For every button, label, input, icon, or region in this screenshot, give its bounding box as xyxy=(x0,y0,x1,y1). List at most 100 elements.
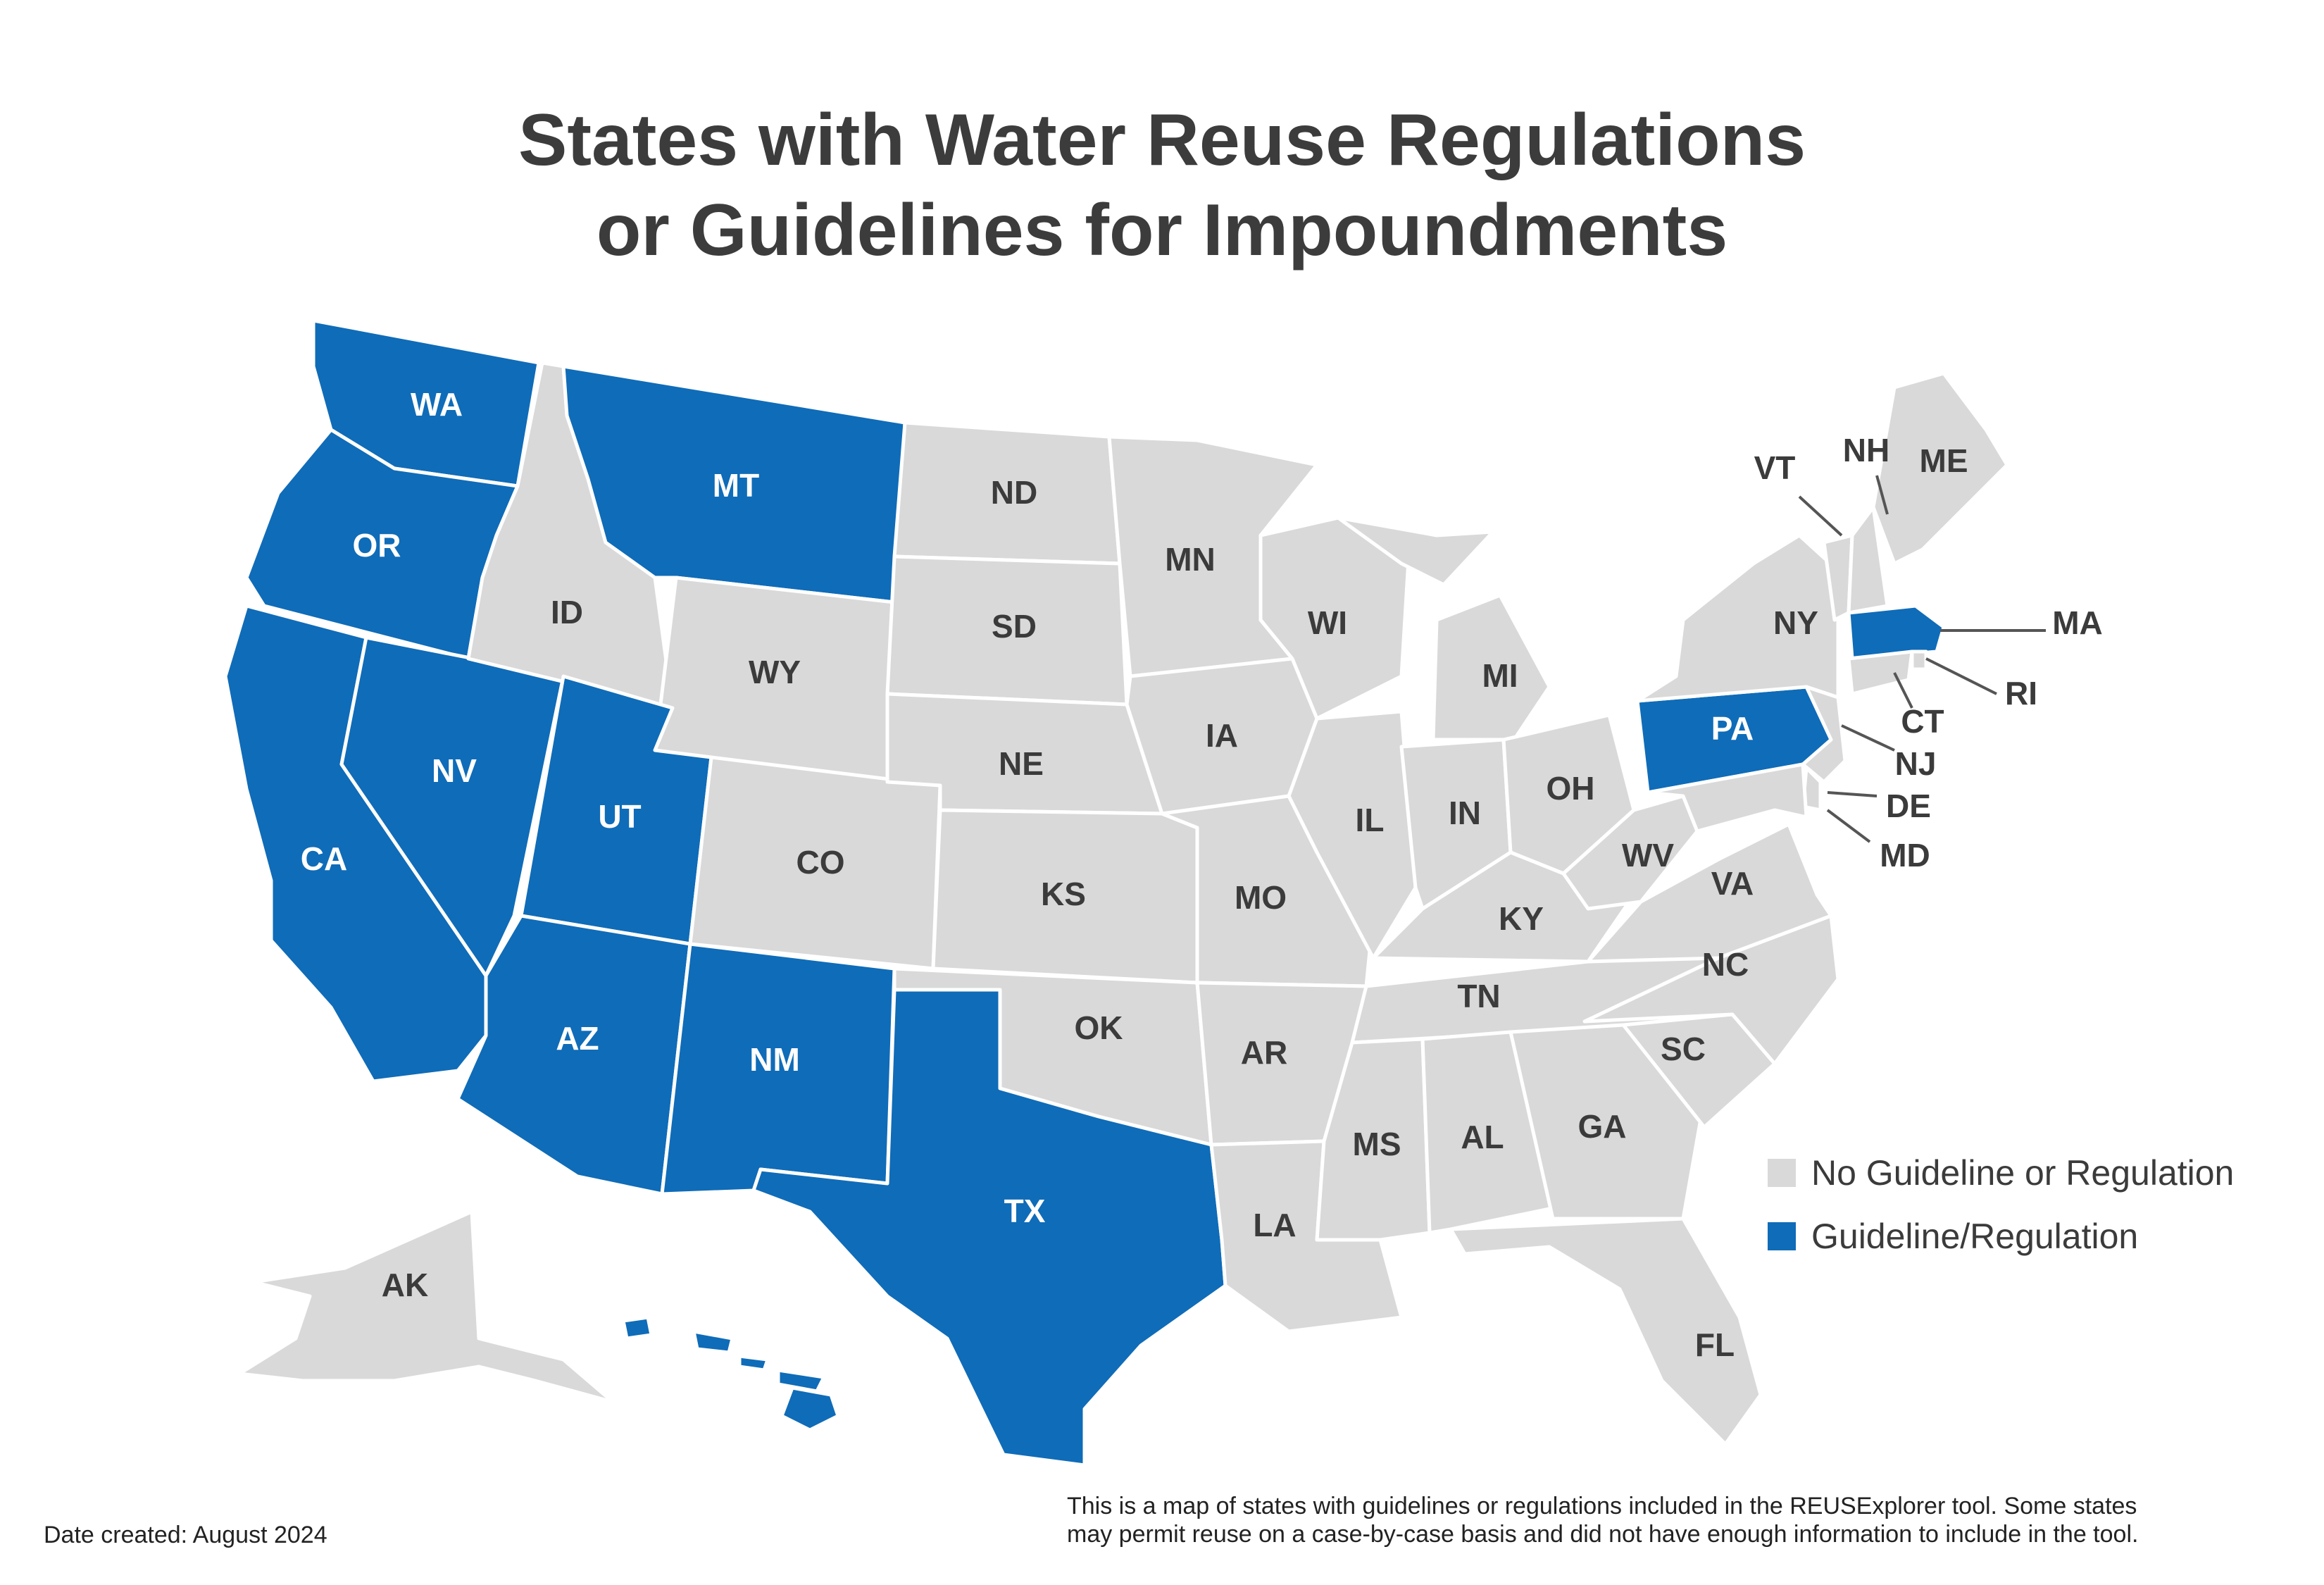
state-label-sd: SD xyxy=(992,608,1037,645)
state-label-id: ID xyxy=(551,594,583,630)
state-shapes xyxy=(223,318,2009,1467)
map-title-line-2: or Guidelines for Impoundments xyxy=(596,189,1728,271)
state-md xyxy=(1646,762,1808,833)
state-fl xyxy=(1449,1217,1763,1446)
state-shape-va xyxy=(1586,822,1833,964)
legend: No Guideline or Regulation Guideline/Reg… xyxy=(1768,1152,2234,1279)
leader-line-de xyxy=(1827,791,1878,797)
state-shape-nj xyxy=(1801,685,1847,784)
state-shape-fl xyxy=(1449,1217,1763,1446)
state-label-nd: ND xyxy=(991,474,1037,511)
date-created: Date created: August 2024 xyxy=(44,1522,327,1548)
state-label-ia: IA xyxy=(1206,717,1238,754)
state-label-md: MD xyxy=(1880,837,1930,874)
footnote: This is a map of states with guidelines … xyxy=(1067,1492,2285,1548)
state-shape-ct xyxy=(1847,649,1914,696)
legend-label: No Guideline or Regulation xyxy=(1811,1153,2235,1193)
legend-swatch-gray xyxy=(1768,1159,1796,1187)
state-ak xyxy=(237,1210,615,1404)
state-ma xyxy=(1847,604,1946,661)
state-label-ar: AR xyxy=(1241,1034,1287,1071)
state-va xyxy=(1586,822,1833,964)
state-label-wi: WI xyxy=(1308,604,1347,641)
footnote-line-2: may permit reuse on a case-by-case basis… xyxy=(1067,1521,2139,1548)
state-shape-mi xyxy=(1431,593,1551,742)
state-label-oh: OH xyxy=(1547,770,1595,807)
state-label-vt: VT xyxy=(1754,449,1796,486)
state-nh xyxy=(1847,505,1889,615)
state-label-la: LA xyxy=(1253,1207,1296,1243)
state-label-nj: NJ xyxy=(1895,745,1937,782)
state-label-ak: AK xyxy=(382,1267,428,1303)
state-label-pa: PA xyxy=(1711,710,1754,747)
leader-line-ri xyxy=(1925,657,1997,695)
state-label-sc: SC xyxy=(1661,1031,1706,1067)
state-label-al: AL xyxy=(1461,1119,1504,1155)
state-nj xyxy=(1801,685,1847,784)
state-shape-ri xyxy=(1910,649,1928,671)
state-shape-ga xyxy=(1508,1023,1706,1221)
state-shape-me xyxy=(1871,371,2009,566)
legend-item-regulation: Guideline/Regulation xyxy=(1768,1215,2234,1257)
state-shape-hi xyxy=(737,1354,770,1372)
state-label-ms: MS xyxy=(1353,1126,1401,1162)
state-label-ma: MA xyxy=(2052,604,2103,641)
state-label-nh: NH xyxy=(1843,432,1889,468)
state-label-nm: NM xyxy=(749,1041,800,1078)
map-title: States with Water Reuse Regulations or G… xyxy=(0,95,2324,275)
state-label-mo: MO xyxy=(1235,879,1287,916)
map-title-line-1: States with Water Reuse Regulations xyxy=(518,99,1806,181)
state-label-ny: NY xyxy=(1773,604,1818,641)
state-shape-ak xyxy=(237,1210,615,1404)
state-shape-nh xyxy=(1847,505,1889,615)
state-label-ca: CA xyxy=(301,840,347,877)
state-ct xyxy=(1847,649,1914,696)
legend-label: Guideline/Regulation xyxy=(1811,1217,2139,1256)
state-shape-md xyxy=(1646,762,1808,833)
state-label-ut: UT xyxy=(598,798,641,835)
legend-swatch-blue xyxy=(1768,1222,1796,1250)
leader-line-ct xyxy=(1893,672,1913,709)
state-label-ks: KS xyxy=(1041,876,1086,912)
state-hi xyxy=(621,1315,840,1432)
leader-line-nj xyxy=(1841,724,1895,752)
state-label-mn: MN xyxy=(1165,541,1216,578)
state-label-va: VA xyxy=(1711,865,1754,902)
state-shape-tx xyxy=(751,988,1227,1467)
state-label-az: AZ xyxy=(556,1020,599,1057)
leader-line-md xyxy=(1826,809,1871,843)
state-shape-hi xyxy=(621,1315,654,1341)
state-shape-ma xyxy=(1847,604,1946,661)
state-label-hi: HI xyxy=(716,1372,749,1409)
state-label-ne: NE xyxy=(999,745,1044,782)
state-label-wy: WY xyxy=(749,654,801,690)
state-shape-hi xyxy=(780,1386,840,1432)
state-label-wv: WV xyxy=(1622,837,1674,874)
state-label-nc: NC xyxy=(1702,946,1749,983)
state-label-in: IN xyxy=(1449,795,1481,831)
state-label-de: DE xyxy=(1886,788,1931,824)
state-label-nv: NV xyxy=(432,752,477,789)
leader-lines xyxy=(1798,475,2046,843)
state-label-mt: MT xyxy=(713,467,759,504)
state-tx xyxy=(751,988,1227,1467)
state-label-tx: TX xyxy=(1004,1193,1046,1229)
state-label-wa: WA xyxy=(411,386,463,423)
state-label-or: OR xyxy=(353,527,401,564)
state-shape-hi xyxy=(692,1329,735,1355)
state-label-co: CO xyxy=(796,844,845,881)
state-mi xyxy=(1336,516,1551,742)
state-label-ky: KY xyxy=(1499,900,1544,937)
footnote-line-1: This is a map of states with guidelines … xyxy=(1067,1493,2137,1519)
leader-line-nh xyxy=(1875,475,1889,515)
state-shape-mi xyxy=(1336,516,1495,587)
state-label-ct: CT xyxy=(1901,703,1944,740)
state-label-tn: TN xyxy=(1457,978,1500,1014)
state-ri xyxy=(1910,649,1928,671)
state-ga xyxy=(1508,1023,1706,1221)
state-label-mi: MI xyxy=(1482,657,1518,694)
state-label-ri: RI xyxy=(2005,675,2037,711)
state-label-fl: FL xyxy=(1695,1326,1735,1363)
legend-item-no-regulation: No Guideline or Regulation xyxy=(1768,1152,2234,1194)
